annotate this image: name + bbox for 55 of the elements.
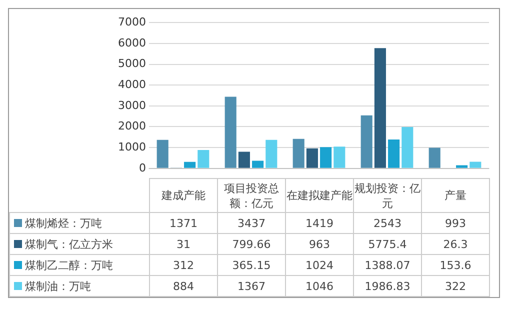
bar: [266, 140, 278, 168]
bar: [374, 48, 386, 168]
data-label: 884: [150, 276, 218, 296]
bar: [184, 162, 196, 168]
data-label: 365.15: [218, 254, 286, 276]
bar: [156, 140, 168, 168]
bar: [456, 165, 468, 168]
bar: [224, 96, 236, 168]
data-label: 1388.07: [354, 254, 422, 276]
y-tick-label: 7000: [118, 15, 146, 28]
data-label: 322: [422, 276, 490, 296]
bar: [388, 139, 400, 168]
bar: [320, 147, 332, 168]
y-tick-label: 5000: [118, 57, 146, 70]
bar: [198, 150, 210, 168]
bar: [334, 146, 346, 168]
data-label: 1986.83: [354, 276, 422, 296]
data-label: 312: [150, 254, 218, 276]
data-label: 963: [286, 234, 354, 254]
data-label: 799.66: [218, 234, 286, 254]
legend-label: 煤制乙二醇：万吨: [10, 254, 150, 276]
data-label: 31: [150, 234, 218, 254]
bar: [428, 148, 440, 168]
x-tick-label: 在建拟建产能: [286, 178, 354, 212]
legend-label: 煤制油：万吨: [10, 276, 150, 296]
y-tick-label: 6000: [118, 36, 146, 50]
bar: [306, 148, 318, 168]
data-label: 1371: [150, 212, 218, 234]
bar: [252, 160, 264, 168]
x-tick-label: 项目投资总额：亿元: [218, 178, 286, 212]
legend-label: 煤制气：亿立方米: [10, 234, 150, 254]
data-label: 5775.4: [354, 234, 422, 254]
y-tick-label: 0: [139, 161, 146, 174]
data-label: 993: [422, 212, 490, 234]
x-tick-label: 规划投资：亿元: [354, 178, 422, 212]
bar: [470, 162, 482, 168]
data-label: 153.6: [422, 254, 490, 276]
y-tick-label: 1000: [118, 140, 146, 154]
y-tick-label: 2000: [118, 120, 146, 133]
y-tick-label: 4000: [118, 78, 146, 91]
bar: [292, 138, 304, 168]
data-label: 1046: [286, 276, 354, 296]
x-tick-label: 建成产能: [150, 178, 218, 212]
data-label: 26.3: [422, 234, 490, 254]
data-label: 1024: [286, 254, 354, 276]
legend-label: 煤制烯烃：万吨: [10, 212, 150, 234]
data-label: 3437: [218, 212, 286, 234]
x-tick-label: 产量: [422, 178, 490, 212]
bar: [402, 127, 414, 168]
bar: [238, 152, 250, 168]
y-tick-label: 3000: [118, 98, 146, 112]
bar: [360, 115, 372, 168]
data-label: 1419: [286, 212, 354, 234]
data-label: 2543: [354, 212, 422, 234]
data-label: 1367: [218, 276, 286, 296]
